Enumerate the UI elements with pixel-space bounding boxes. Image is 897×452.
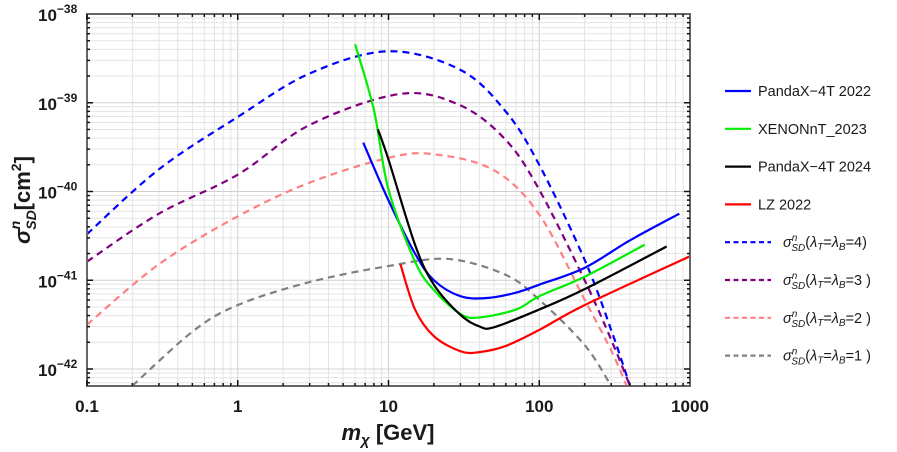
- solid-curve-4: [399, 255, 690, 355]
- legend-label: σn SD(λT=λB=3 ): [783, 271, 871, 292]
- dashed-curve-5: [87, 50, 632, 386]
- legend-item: σn SD(λT=λB=2 ): [725, 309, 871, 330]
- x-tick-label: 0.1: [75, 397, 99, 416]
- x-tick-label: 10: [379, 397, 398, 416]
- y-tick-label: 10−40: [38, 180, 78, 203]
- plot-curves: [87, 43, 690, 386]
- y-tick-label: 10−41: [38, 268, 78, 291]
- legend-label: PandaX−4T 2024: [758, 160, 871, 176]
- legend-label: LZ 2022: [758, 197, 811, 213]
- legend-label: σn SD(λT=λB=4): [783, 233, 867, 254]
- legend-label: XENONnT_2023: [758, 122, 867, 138]
- axis-ticks: [86, 14, 690, 386]
- solid-curve-1: [362, 142, 680, 300]
- legend-item: PandaX−4T 2024: [725, 160, 871, 176]
- legend-label: σn SD(λT=λB=2 ): [783, 309, 871, 330]
- legend-item: XENONnT_2023: [725, 122, 867, 138]
- x-axis-title: mχ [GeV]: [341, 420, 434, 449]
- y-axis-title: σnSD[cm2]: [7, 156, 39, 244]
- dashed-curve-6: [87, 92, 632, 386]
- x-tick-labels: 0.1 1 10 100 1000: [75, 397, 709, 416]
- legend-item: σn SD(λT=λB=4): [725, 233, 867, 254]
- y-tick-label: 10−39: [38, 91, 78, 114]
- x-tick-label: 100: [525, 397, 553, 416]
- legend-item: LZ 2022: [725, 197, 811, 213]
- legend-label: σn SD(λT=λB=1 ): [783, 347, 871, 368]
- solid-curve-3: [376, 129, 668, 330]
- legend-item: σn SD(λT=λB=3 ): [725, 271, 871, 292]
- solid-curve-2: [353, 43, 646, 320]
- legend-item: σn SD(λT=λB=1 ): [725, 347, 871, 368]
- dashed-curve-8: [131, 257, 613, 386]
- legend: PandaX−4T 2022 XENONnT_2023 PandaX−4T 2024…: [725, 84, 871, 368]
- y-tick-labels: 10−38 10−39 10−40 10−41 10−42: [38, 2, 78, 380]
- y-tick-label: 10−38: [38, 2, 78, 25]
- legend-label: PandaX−4T 2022: [758, 84, 871, 100]
- legend-item: PandaX−4T 2022: [725, 84, 871, 100]
- x-tick-label: 1000: [671, 397, 709, 416]
- dashed-curve-7: [87, 152, 628, 386]
- x-tick-label: 1: [233, 397, 242, 416]
- y-tick-label: 10−42: [38, 357, 78, 380]
